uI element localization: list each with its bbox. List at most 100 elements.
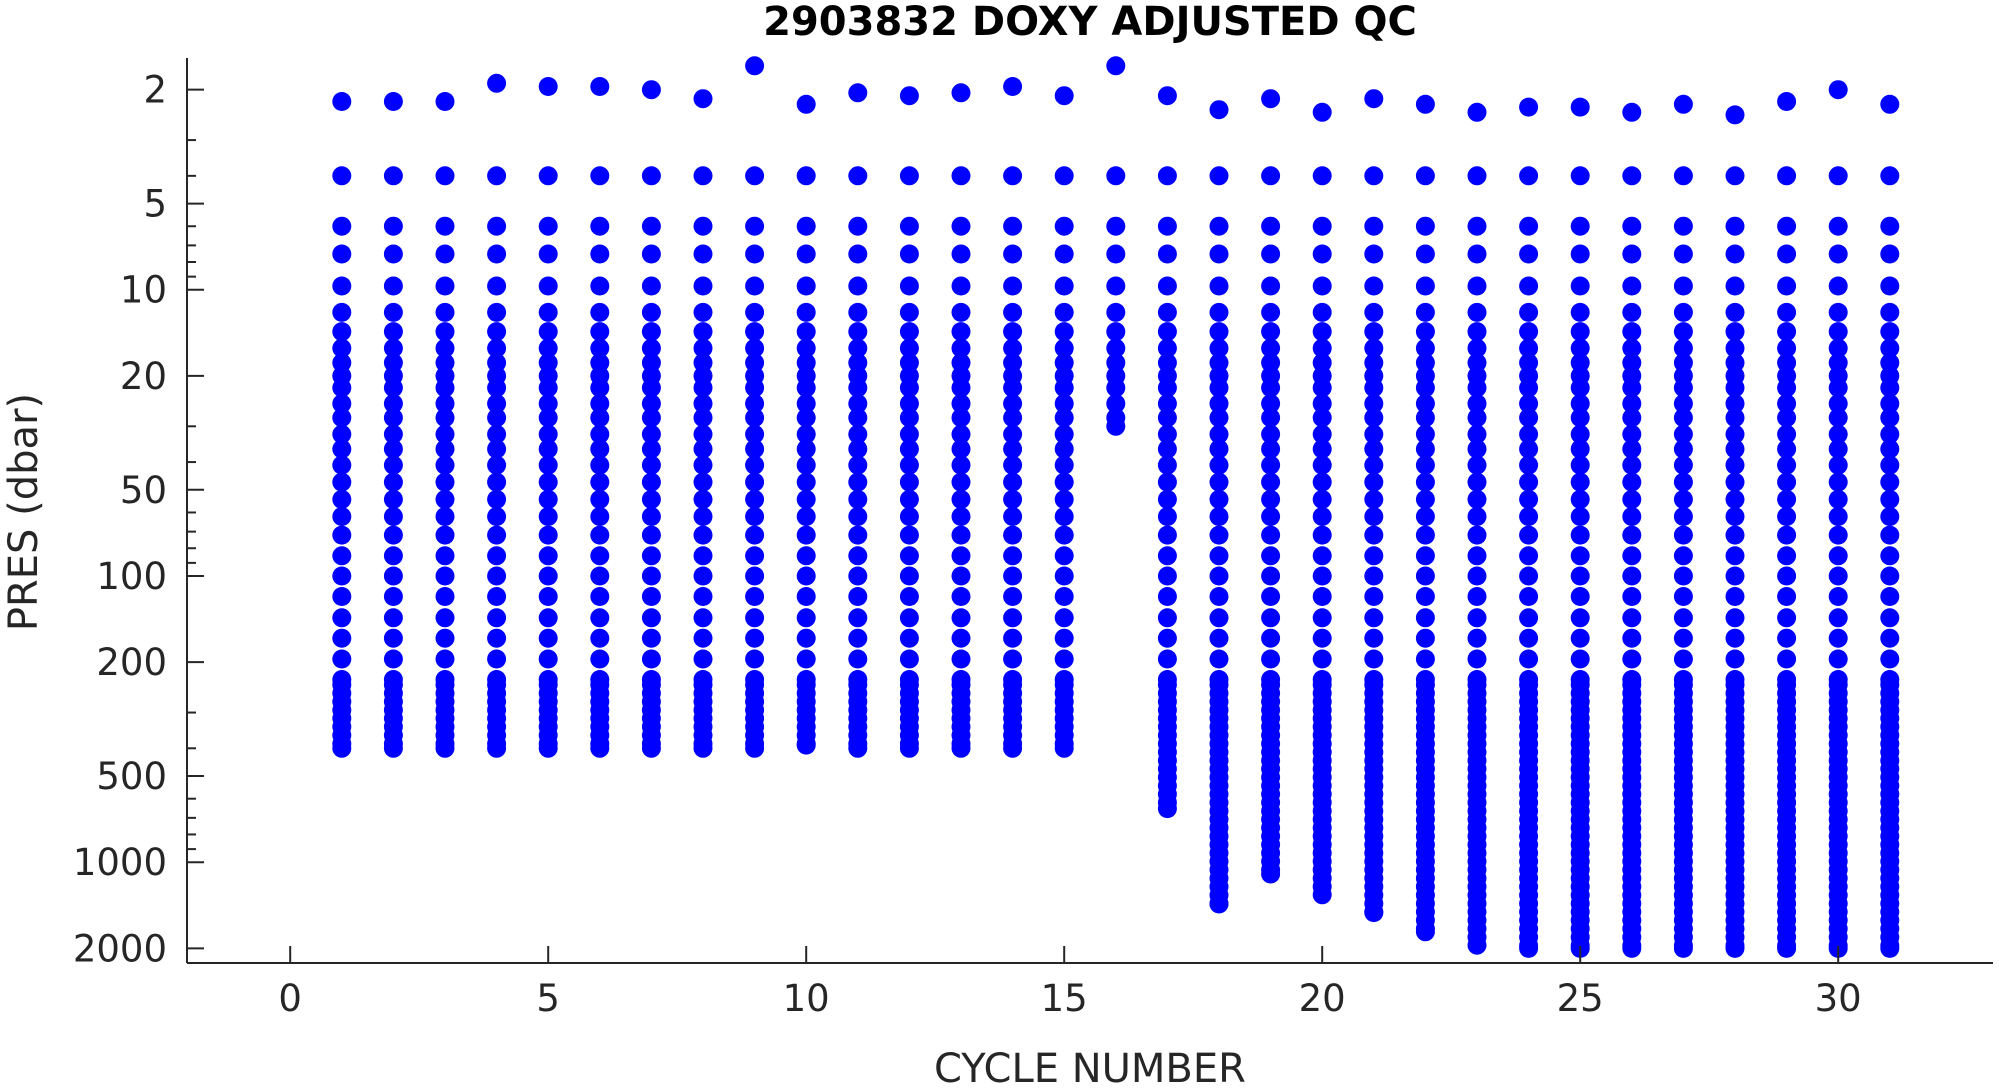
data-point [796, 439, 816, 459]
data-point [1519, 608, 1539, 628]
data-point [848, 322, 868, 342]
data-point [693, 322, 713, 342]
y-axis: 2 5 10 20 50 100 200 500 1000 2000 [73, 58, 204, 970]
data-point [1415, 587, 1435, 606]
data-point [796, 608, 816, 628]
data-point [1003, 394, 1023, 414]
data-point [538, 338, 558, 358]
data-point [745, 608, 765, 628]
data-point [383, 216, 403, 236]
data-point [1725, 566, 1745, 586]
data-point [641, 439, 661, 459]
data-point [848, 566, 868, 586]
data-point [1054, 166, 1074, 186]
data-point [1312, 439, 1332, 459]
data-point [1157, 408, 1177, 428]
data-point [1673, 408, 1693, 428]
data-point [1415, 439, 1435, 459]
data-point [1622, 353, 1642, 373]
data-point [1312, 394, 1332, 414]
data-point [1312, 302, 1332, 322]
data-point [1157, 166, 1177, 186]
data-point [1209, 439, 1229, 459]
data-point [1312, 885, 1332, 905]
data-point [1777, 394, 1797, 414]
data-point [693, 394, 713, 414]
data-point [1054, 455, 1074, 475]
data-point [848, 507, 868, 526]
data-point [1570, 166, 1590, 186]
data-point [1054, 566, 1074, 586]
data-point [693, 338, 713, 358]
data-point [951, 525, 971, 545]
data-point [590, 566, 610, 586]
data-point [693, 472, 713, 492]
data-point [1828, 628, 1848, 648]
data-point [435, 587, 455, 606]
data-point [1003, 738, 1023, 758]
data-point [1261, 424, 1281, 444]
data-point [1312, 166, 1332, 186]
data-point [383, 587, 403, 606]
data-point [745, 56, 765, 76]
data-point [1157, 546, 1177, 566]
data-point [899, 649, 919, 669]
data-point [848, 338, 868, 358]
data-point [899, 166, 919, 186]
data-point [745, 322, 765, 342]
data-point [1261, 546, 1281, 566]
data-point [641, 566, 661, 586]
data-point [332, 378, 352, 398]
data-point [848, 608, 868, 628]
data-point [1777, 628, 1797, 648]
data-point [487, 424, 507, 444]
data-point [590, 302, 610, 322]
data-point [383, 628, 403, 648]
data-point [1261, 489, 1281, 509]
data-point [1312, 649, 1332, 669]
data-point [1106, 276, 1126, 296]
data-point [383, 455, 403, 475]
y-tick-label: 1000 [73, 841, 167, 884]
x-tick-label: 25 [1557, 977, 1604, 1020]
data-point [641, 322, 661, 342]
data-point [693, 738, 713, 758]
x-tick-label: 30 [1815, 977, 1862, 1020]
data-point [641, 424, 661, 444]
data-point [383, 507, 403, 526]
data-point [1415, 166, 1435, 186]
data-point [1312, 322, 1332, 342]
data-point [538, 489, 558, 509]
data-point [848, 378, 868, 398]
data-point [1777, 489, 1797, 509]
data-point [1467, 394, 1487, 414]
data-point [848, 472, 868, 492]
data-point [1157, 322, 1177, 342]
data-point [1312, 216, 1332, 236]
data-point [435, 507, 455, 526]
data-point [435, 378, 455, 398]
data-point [951, 649, 971, 669]
data-point [538, 322, 558, 342]
data-point [435, 525, 455, 545]
data-point [1467, 439, 1487, 459]
data-point [383, 489, 403, 509]
data-point [332, 489, 352, 509]
data-point [1261, 587, 1281, 606]
data-point [951, 83, 971, 103]
data-point [1003, 587, 1023, 606]
data-point [1415, 507, 1435, 526]
data-point [1157, 799, 1177, 819]
data-point [848, 83, 868, 103]
data-point [641, 80, 661, 100]
data-point [899, 472, 919, 492]
data-point [693, 378, 713, 398]
data-point [1777, 608, 1797, 628]
data-point [1003, 216, 1023, 236]
data-point [1209, 322, 1229, 342]
data-point [1003, 546, 1023, 566]
data-point [1261, 89, 1281, 109]
data-point [1003, 322, 1023, 342]
data-point [1622, 378, 1642, 398]
data-point [1209, 408, 1229, 428]
